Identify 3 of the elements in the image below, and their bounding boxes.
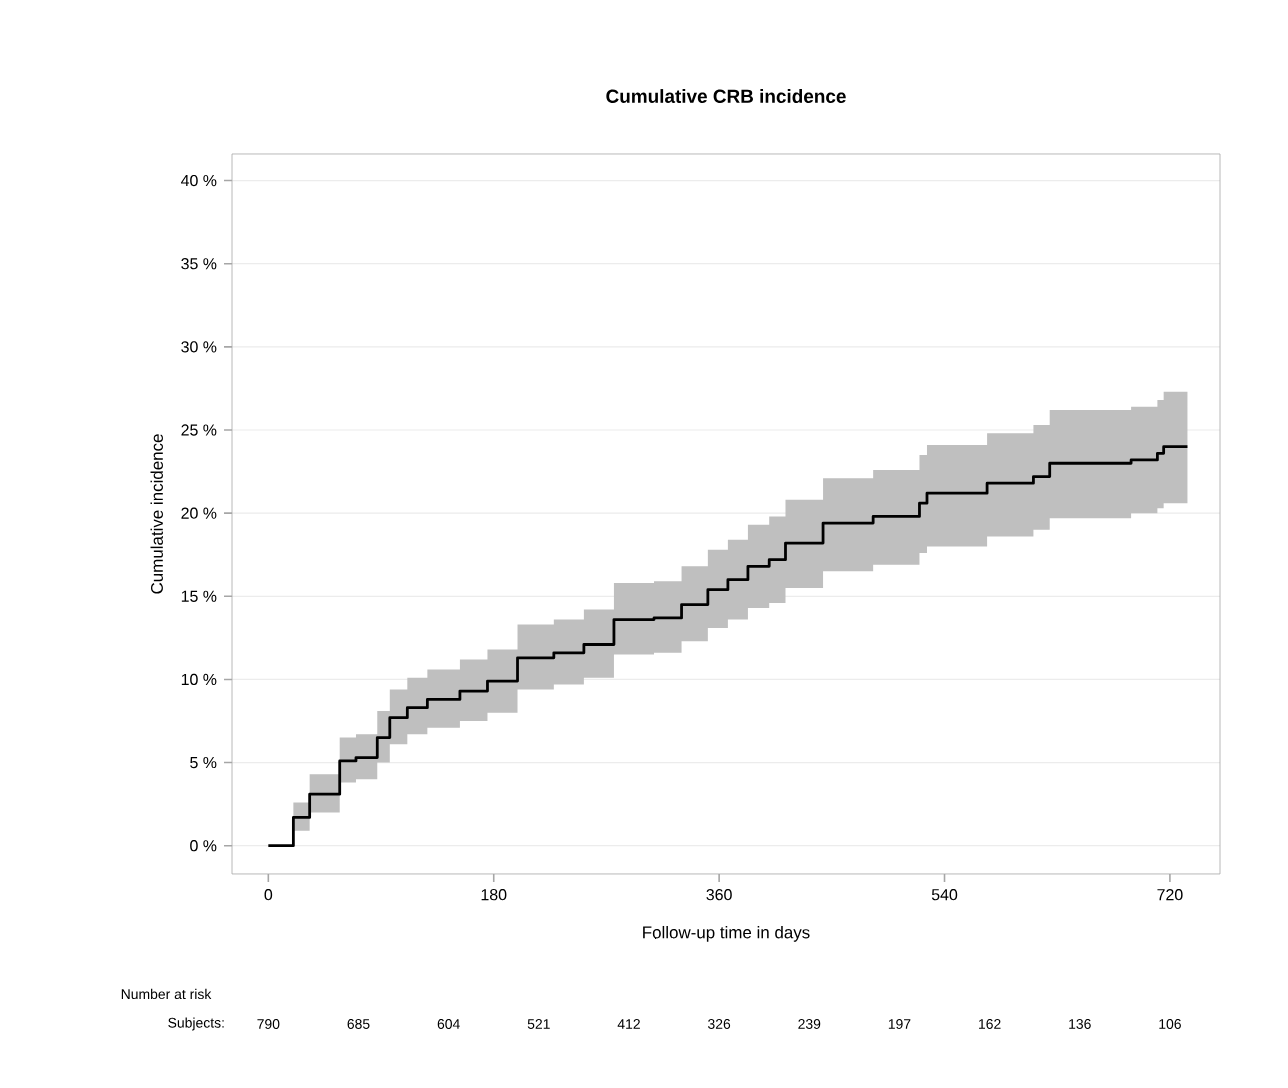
x-axis-title: Follow-up time in days — [643, 925, 810, 942]
chart-title: Cumulative CRB incidence — [606, 89, 846, 103]
y-axis-title: Cumulative incidence — [150, 434, 163, 594]
